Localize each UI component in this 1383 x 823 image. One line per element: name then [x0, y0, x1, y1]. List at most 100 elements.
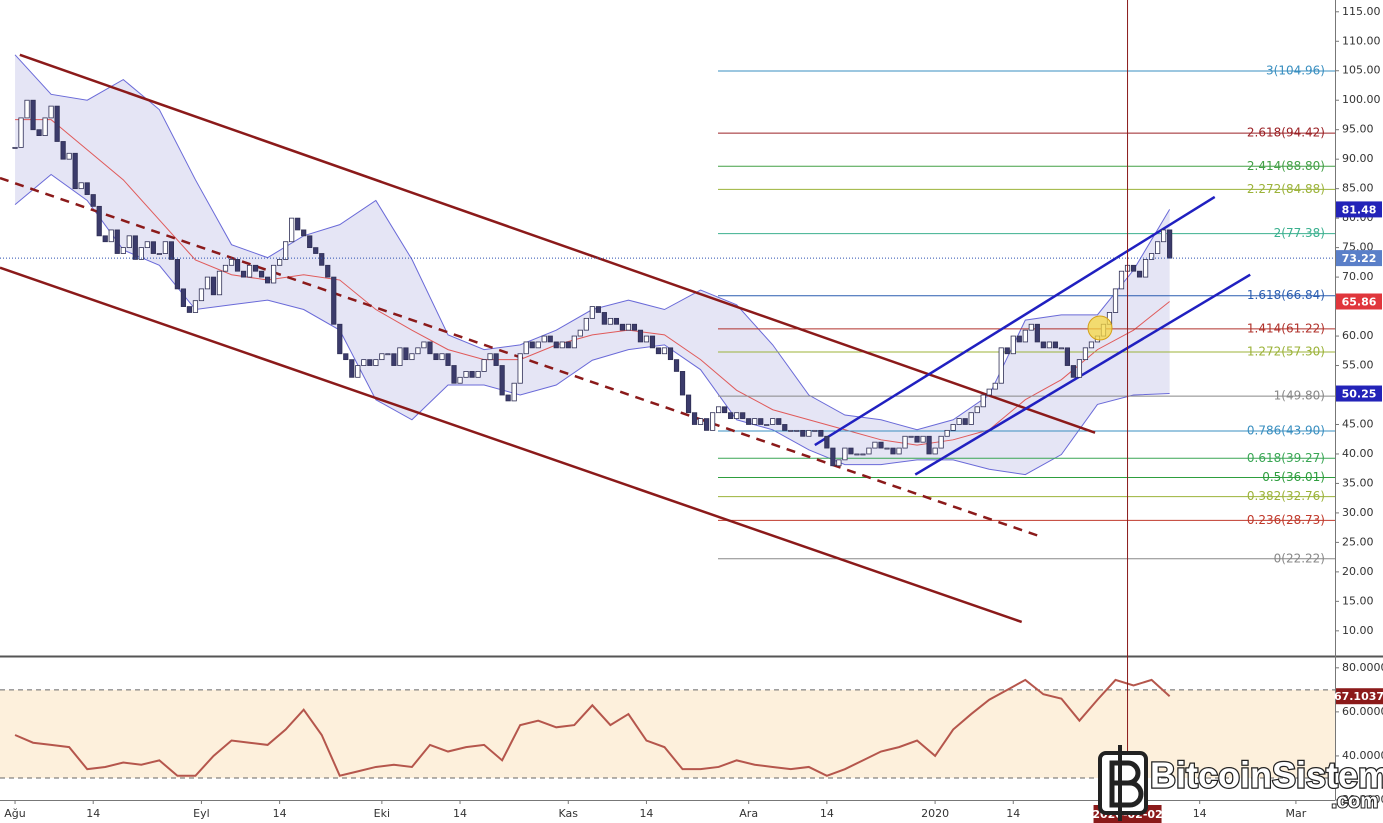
candle-body [421, 341, 427, 349]
candle-body [872, 441, 878, 449]
candle-body [703, 418, 710, 431]
bollinger-middle [15, 119, 1170, 446]
y-tick-label: 45.00 [1342, 417, 1374, 430]
candle-body [301, 229, 307, 237]
candle-body [685, 394, 692, 414]
trendline [814, 195, 1216, 447]
candle-body [968, 412, 974, 425]
watermark: BitcoinSistemi .com [1098, 745, 1383, 821]
fib-label: 2.618(94.42) [1247, 126, 1325, 140]
bollinger-fill [15, 54, 1170, 475]
price-badge-label: 65.86 [1342, 296, 1377, 309]
candle-body [1058, 347, 1064, 350]
x-tick-label: 14 [273, 807, 287, 820]
price-badge-label: 73.22 [1342, 252, 1377, 265]
candle-body [72, 152, 78, 190]
fib-label: 0.618(39.27) [1247, 451, 1325, 465]
candle-body [397, 347, 403, 366]
candle-body [505, 394, 511, 402]
candle-body [289, 217, 295, 243]
candle-body [752, 418, 758, 425]
fib-label: 1.618(66.84) [1247, 288, 1325, 302]
candle-body [854, 453, 860, 456]
candle-body [252, 264, 259, 272]
candle-body [1082, 347, 1089, 361]
trendline [0, 266, 1023, 624]
candle-body [679, 371, 686, 396]
fib-label: 0(22.22) [1274, 551, 1325, 565]
bollinger-lower [14, 173, 1170, 476]
candle-body [216, 270, 223, 296]
watermark-text: BitcoinSistemi [1150, 755, 1383, 796]
candle-body [1022, 329, 1028, 343]
candle-body [319, 253, 325, 266]
candle-body [818, 429, 824, 437]
candle-body [601, 312, 607, 325]
candle-body [1148, 253, 1155, 260]
price-panel: 3(104.96) 2.618(94.42) 2.414(88.80) 2.272(8… [0, 53, 1335, 624]
candle-body [427, 341, 433, 355]
fib-label: 0.5(36.01) [1262, 470, 1325, 484]
candle-body [962, 418, 968, 425]
candle-body [90, 194, 96, 207]
candle-body [986, 388, 992, 396]
x-tick-label: Kas [559, 807, 579, 820]
candle-body [649, 335, 656, 349]
candle-body [283, 241, 289, 260]
price-badge [1336, 201, 1382, 218]
x-tick-label: 2020 [921, 807, 949, 820]
candle-body [18, 117, 24, 148]
candle-body [956, 418, 962, 425]
candle-body [186, 306, 193, 313]
candle-body [866, 447, 872, 455]
candle-body [457, 376, 463, 384]
candle-body [571, 335, 577, 349]
candle-body [547, 335, 553, 343]
candle-body [343, 353, 349, 361]
candle-body [54, 105, 60, 142]
candle-body [240, 270, 247, 278]
candle-body [836, 459, 842, 467]
candle-body [1112, 288, 1119, 313]
x-tick-label: 14 [1006, 807, 1020, 820]
candle-body [1142, 259, 1149, 278]
candle-body [728, 412, 734, 419]
y-tick-label: 35.00 [1342, 476, 1374, 489]
y-tick-label: 20.0000 [1342, 793, 1383, 806]
candle-body [589, 306, 595, 319]
x-tick-label: Mar [1286, 807, 1307, 820]
candle-body [451, 365, 457, 384]
candle-body [222, 264, 229, 272]
price-badge [1336, 385, 1382, 402]
candle-body [535, 341, 541, 349]
x-tick-label: Eyl [193, 807, 210, 820]
candle-body [493, 353, 499, 366]
candle-body [475, 371, 481, 378]
candle-body [938, 435, 944, 449]
candle-body [631, 323, 638, 331]
candle-body [980, 394, 986, 408]
candle-body [655, 347, 662, 355]
candle-body [914, 435, 920, 443]
candle-body [337, 323, 343, 355]
candle-body [842, 447, 848, 461]
candle-body [162, 241, 168, 254]
candle-body [355, 365, 361, 378]
highlight-circle [1087, 315, 1113, 341]
y-tick-label: 25.00 [1342, 535, 1374, 548]
candle-body [583, 317, 589, 331]
candle-body [295, 217, 301, 231]
candle-body [511, 382, 517, 402]
candle-body [277, 259, 283, 266]
rsi-badge [1336, 688, 1383, 705]
candle-body [691, 412, 698, 425]
fib-label: 2.272(84.88) [1247, 182, 1325, 196]
candle-body [78, 182, 84, 190]
candle-body [746, 418, 752, 425]
candle-body [992, 382, 998, 390]
candle-body [559, 341, 565, 349]
candle-body [96, 205, 102, 237]
candle-body [60, 141, 66, 160]
x-tick-label: 14 [453, 807, 467, 820]
candle-body [108, 229, 114, 243]
